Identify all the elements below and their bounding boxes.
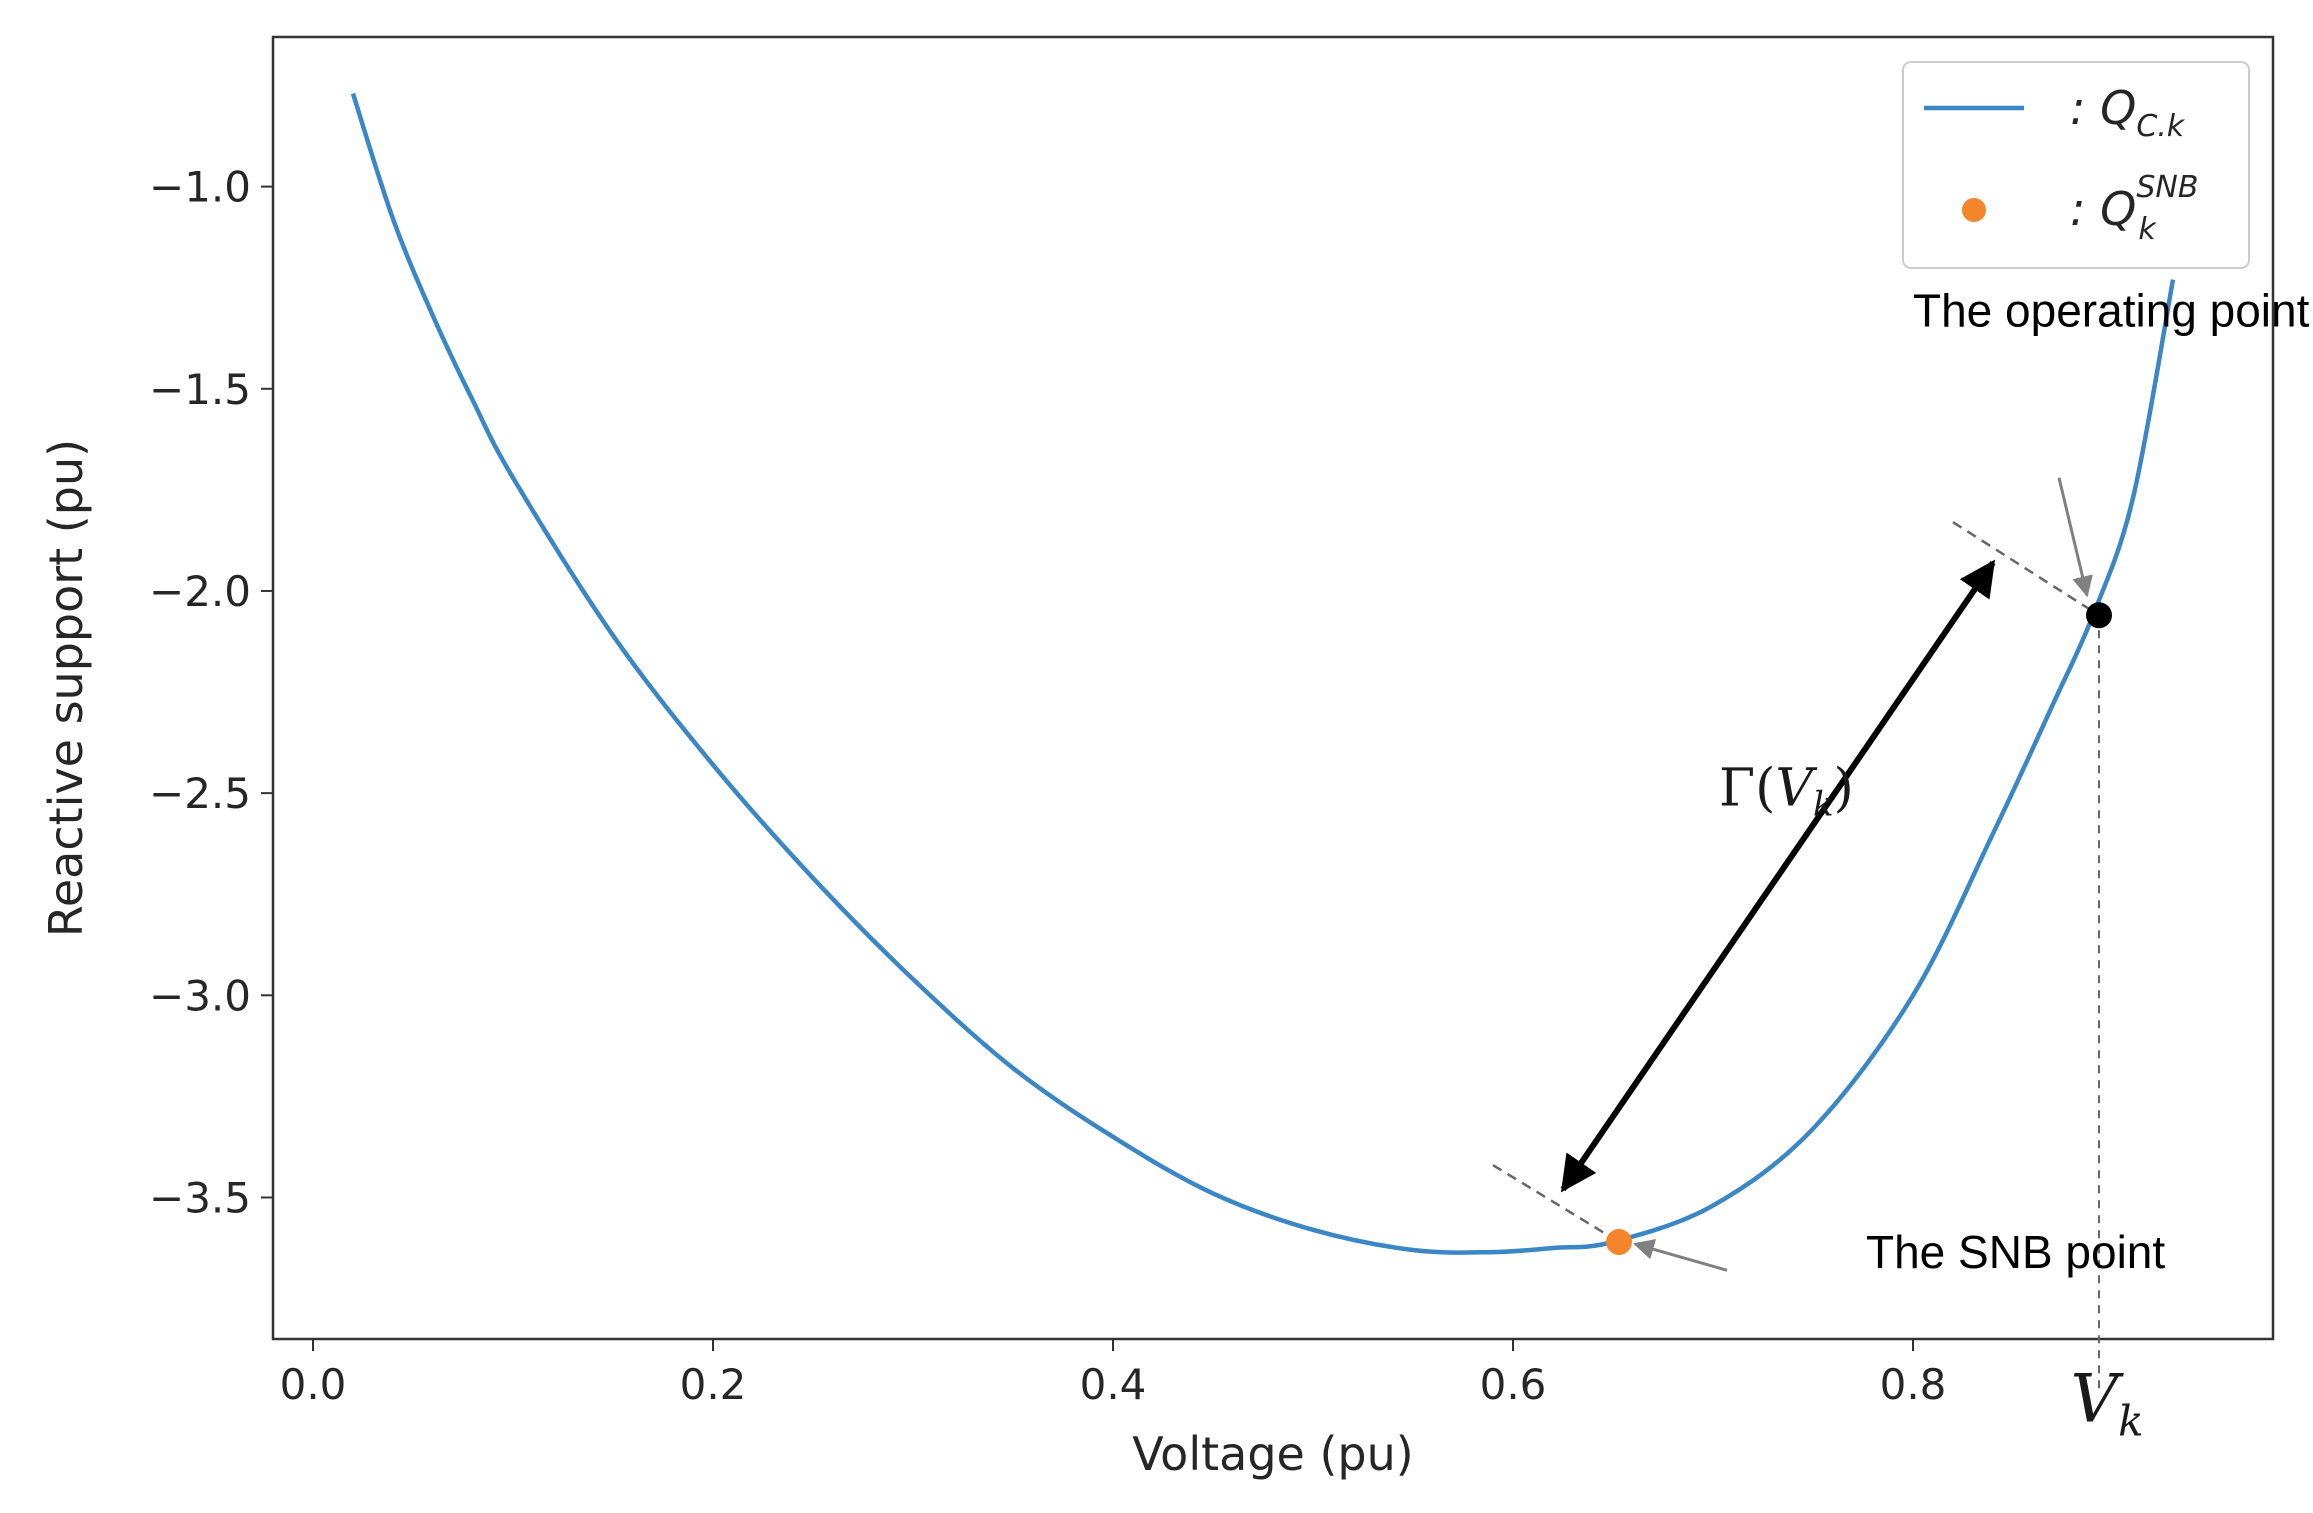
- y-tick-label: −1.5: [149, 365, 251, 414]
- gamma-label-open: Γ(: [1719, 758, 1775, 818]
- x-tick-label: 0.6: [1480, 1360, 1547, 1409]
- y-tick-label: −3.5: [149, 1173, 251, 1222]
- snb-point-label: The SNB point: [1866, 1226, 2165, 1278]
- legend-entry-qsnb: : QSNB k: [2070, 170, 2198, 247]
- y-tick-label: −2.5: [149, 769, 251, 818]
- gamma-label: Γ(Vk): [1719, 758, 1854, 824]
- legend: : QC.k : QSNB k: [1902, 61, 2250, 269]
- legend-entry-qck-main: : Q: [2070, 81, 2136, 135]
- y-tick-label: −3.0: [149, 971, 251, 1020]
- gamma-double-arrow: [1560, 559, 1996, 1193]
- x-tick-label: 0.4: [1080, 1360, 1147, 1409]
- operating-point-arrow: [2057, 477, 2093, 598]
- vk-label-sub: k: [2118, 1397, 2143, 1446]
- gamma-label-var: V: [1775, 758, 1817, 818]
- x-tick-label: 0.0: [280, 1360, 347, 1409]
- y-axis-label: Reactive support (pu): [39, 439, 93, 937]
- x-axis-label: Voltage (pu): [1132, 1427, 1413, 1481]
- series-line-qck: [350, 92, 2176, 1255]
- x-tick-label: 0.2: [680, 1360, 747, 1409]
- legend-dot-swatch: [1962, 198, 1986, 222]
- tangent-line-bottom: [1492, 1164, 1620, 1244]
- snb-point-marker: [1606, 1228, 1632, 1255]
- legend-entry-qck: : QC.k: [2070, 81, 2186, 144]
- gamma-label-sub: k: [1813, 784, 1834, 824]
- vk-label-var: V: [2070, 1361, 2124, 1438]
- y-tick-label: −2.0: [149, 567, 251, 616]
- legend-entry-qsnb-sub: k: [2138, 212, 2157, 247]
- x-ticks: 0.0 0.2 0.4 0.6 0.8: [280, 1339, 1947, 1409]
- vk-label: Vk: [2070, 1361, 2143, 1446]
- legend-box: [1902, 61, 2250, 269]
- legend-entry-qck-sub: C.k: [2136, 109, 2185, 144]
- snb-point-arrow: [1632, 1239, 1728, 1272]
- x-tick-label: 0.8: [1880, 1360, 1947, 1409]
- y-ticks: −1.0 −1.5 −2.0 −2.5 −3.0 −3.5: [149, 163, 273, 1222]
- legend-entry-qsnb-main: : Q: [2070, 182, 2136, 236]
- gamma-label-close: ): [1834, 758, 1854, 818]
- operating-point-marker: [2086, 602, 2112, 629]
- y-tick-label: −1.0: [149, 163, 251, 212]
- legend-entry-qsnb-sup: SNB: [2136, 170, 2198, 205]
- operating-point-label: The operating point: [1913, 285, 2310, 337]
- tangent-line-top: [1952, 521, 2100, 617]
